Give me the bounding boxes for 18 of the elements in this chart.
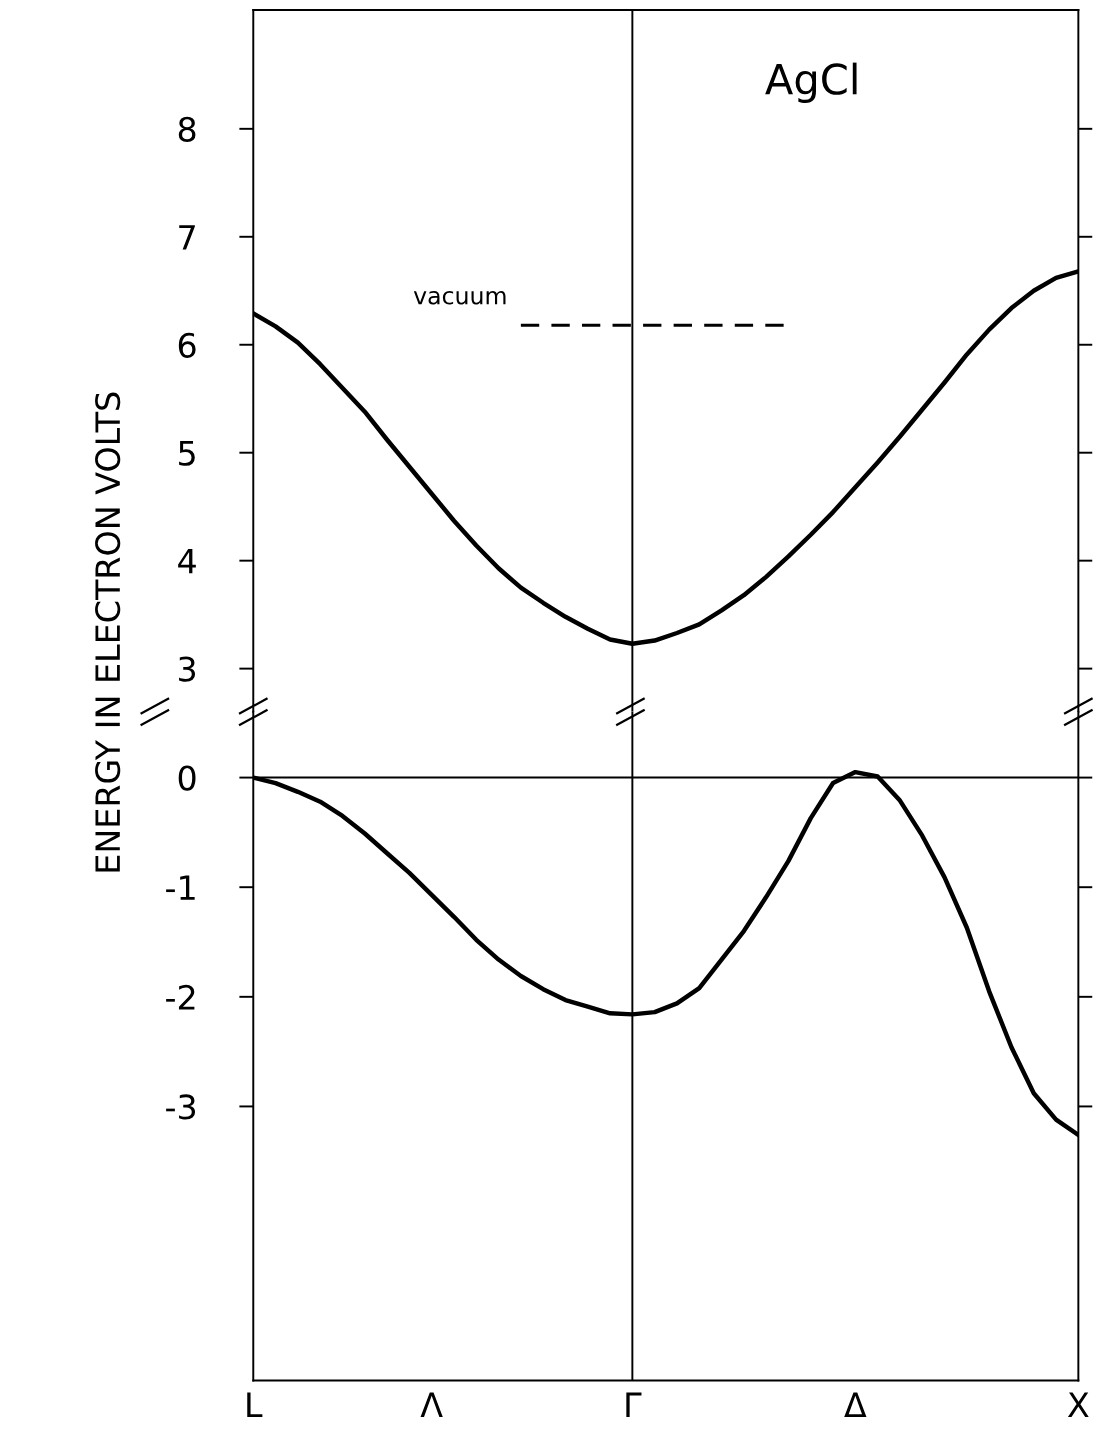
x-tick-label: Γ	[626, 1392, 642, 1417]
y-tick-label: 6	[178, 332, 196, 358]
y-tick-label: 3	[179, 656, 196, 682]
y-tick-label: 5	[179, 441, 195, 466]
x-tick-label: X	[1067, 1392, 1089, 1417]
x-tick-label: L	[247, 1392, 263, 1417]
y-tick-label: -3	[166, 1094, 196, 1120]
y-tick-label: -1	[166, 875, 195, 900]
series-label: vacuum	[413, 290, 506, 305]
annotation: AgCl	[765, 62, 857, 103]
y-tick-label: 0	[178, 765, 196, 791]
x-tick-label: Δ	[844, 1392, 867, 1417]
y-tick-label: -2	[166, 984, 195, 1010]
y-axis-title: ENERGY IN ELECTRON VOLTS	[95, 392, 121, 872]
y-tick-label: 4	[178, 549, 196, 574]
x-tick-label: Λ	[420, 1392, 443, 1417]
y-tick-label: 8	[178, 116, 196, 142]
y-tick-label: 7	[179, 225, 195, 250]
